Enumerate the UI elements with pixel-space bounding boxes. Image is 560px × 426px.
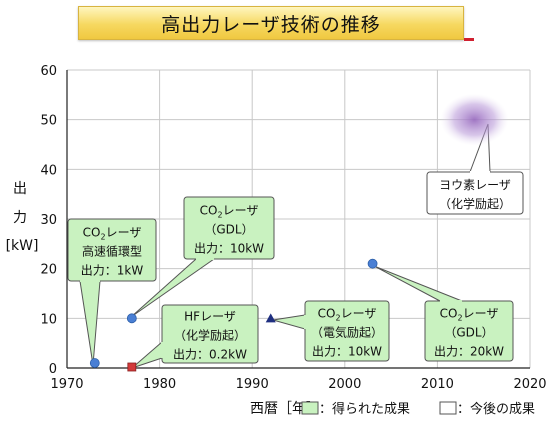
callout-label-line: （化学励起） <box>174 328 246 343</box>
callout-box <box>424 300 514 362</box>
callout-label-line: CO2レーザ <box>318 307 377 323</box>
callout-box <box>67 218 157 282</box>
legend-swatch-achieved <box>301 401 319 415</box>
x-tick-label: 1970 <box>50 377 83 392</box>
callout-box <box>161 304 259 364</box>
callout-label-line: 出力：1kW <box>81 264 144 278</box>
callout-co2-gdl-2003: CO2レーザ （GDL） 出力：20kW <box>373 265 514 362</box>
data-point-co2-gdl-1977 <box>126 313 137 324</box>
callout-label-line: HFレーザ <box>184 310 236 324</box>
callout-label-line: 出力：10kW <box>312 345 382 359</box>
y-tick-label: 40 <box>40 163 57 178</box>
data-point-co2-high-speed <box>89 358 100 368</box>
x-tick-label: 2020 <box>513 377 546 392</box>
callout-hf-laser: HFレーザ （化学励起） 出力：0.2kW <box>131 304 259 369</box>
callout-label-line: ヨウ素レーザ <box>439 178 511 192</box>
callout-label-line: CO2レーザ <box>83 226 142 242</box>
y-tick-label: 0 <box>49 362 57 377</box>
x-tick-label: 2000 <box>328 377 361 392</box>
legend: ：得られた成果 ：今後の成果 <box>301 401 535 417</box>
callout-label-line: （GDL） <box>204 223 253 237</box>
legend-swatch-future <box>439 401 457 415</box>
callout-label-line: CO2レーザ <box>200 204 259 220</box>
data-point-co2-electric <box>265 313 276 323</box>
title-accent-bar <box>464 38 474 41</box>
y-axis-label: 出 <box>13 181 27 197</box>
callout-label-line: 高速循環型 <box>82 244 142 259</box>
x-tick-label: 1980 <box>143 377 176 392</box>
callout-co2-gdl-1977: CO2レーザ （GDL） 出力：10kW <box>130 196 275 318</box>
legend-label-future: ：今後の成果 <box>457 401 535 417</box>
callout-label-line: （GDL） <box>444 326 493 340</box>
y-tick-label: 20 <box>40 263 57 278</box>
legend-label-achieved: ：得られた成果 <box>319 401 410 417</box>
y-axis-label: 力 <box>13 210 27 226</box>
x-tick-label: 2010 <box>421 377 454 392</box>
callout-label-line: 出力：0.2kW <box>173 348 247 362</box>
y-tick-label: 30 <box>40 213 57 228</box>
callout-label-line: 出力：10kW <box>194 242 264 256</box>
callout-label-line: CO2レーザ <box>440 307 499 323</box>
y-tick-label: 10 <box>40 312 57 327</box>
data-point-iodine-laser <box>440 93 509 146</box>
y-tick-label: 60 <box>40 64 57 79</box>
callout-co2-electric: CO2レーザ （電気励起） 出力：10kW <box>272 300 390 362</box>
chart-title: 高出力レーザ技術の推移 <box>78 6 464 40</box>
data-point-co2-gdl-2003 <box>367 258 378 269</box>
callout-label-line: 出力：20kW <box>434 345 504 359</box>
y-axis-label: [kW] <box>6 238 39 254</box>
y-tick-label: 50 <box>40 114 57 129</box>
callout-label-line: （化学励起） <box>439 196 511 211</box>
callout-box <box>183 196 275 260</box>
callout-box <box>304 300 390 362</box>
data-point-hf-laser <box>127 362 137 372</box>
x-tick-label: 1990 <box>236 377 269 392</box>
callout-label-line: （電気励起） <box>311 325 383 340</box>
